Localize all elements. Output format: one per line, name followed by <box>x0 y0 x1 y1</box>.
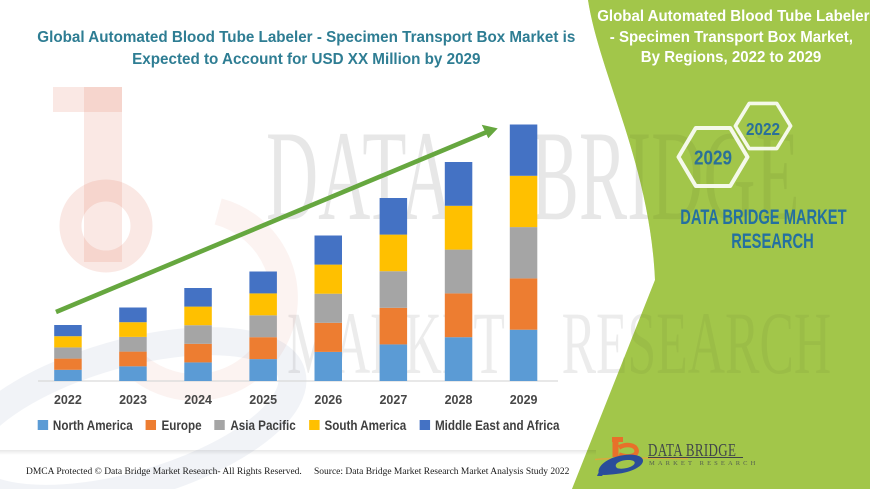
svg-text:2022: 2022 <box>746 119 780 139</box>
svg-text:2029: 2029 <box>694 148 732 170</box>
